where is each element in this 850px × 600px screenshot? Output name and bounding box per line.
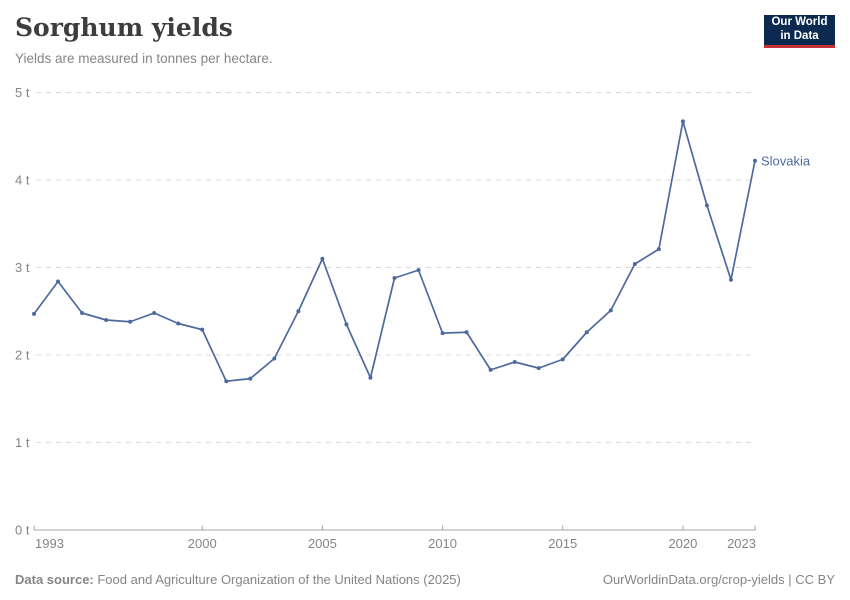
data-point[interactable]	[464, 330, 469, 335]
data-point[interactable]	[608, 308, 613, 313]
data-point[interactable]	[728, 277, 733, 282]
page-title: Sorghum yields	[15, 13, 233, 42]
data-point[interactable]	[80, 311, 85, 315]
chart-subtitle: Yields are measured in tonnes per hectar…	[15, 50, 273, 66]
data-point[interactable]	[32, 311, 36, 316]
x-axis-tick-label: 2010	[428, 536, 457, 551]
y-axis-tick-label: 0 t	[15, 523, 30, 538]
y-axis-tick-label: 2 t	[15, 348, 30, 363]
data-point[interactable]	[200, 327, 205, 332]
owid-logo-line1: Our World	[771, 16, 828, 29]
x-axis-tick-label: 2000	[188, 536, 217, 551]
data-point[interactable]	[128, 319, 133, 324]
x-axis-tick-label: 2005	[308, 536, 337, 551]
data-point[interactable]	[392, 276, 397, 280]
data-point[interactable]	[296, 309, 301, 314]
data-point[interactable]	[753, 158, 757, 163]
line-chart-canvas: 0 t 1 t 2 t 3 t 4 t 5 t 1993 2000 2005 2010 2015 20…	[15, 85, 811, 551]
y-axis-tick-label: 5 t	[15, 85, 30, 100]
data-point[interactable]	[440, 331, 445, 336]
owid-logo-line2: in Data	[780, 30, 819, 42]
data-source-note: Data source: Food and Agriculture Organi…	[15, 572, 461, 587]
series-line-slovakia[interactable]	[33, 120, 756, 383]
data-point[interactable]	[224, 379, 229, 384]
data-point[interactable]	[176, 321, 181, 326]
data-point[interactable]	[368, 375, 373, 380]
credit-link[interactable]: OurWorldinData.org/crop-yields | CC BY	[602, 572, 835, 587]
data-point[interactable]	[512, 360, 517, 364]
data-point[interactable]	[272, 356, 277, 361]
data-source-label: Data source:	[15, 572, 94, 587]
data-point[interactable]	[152, 311, 157, 315]
x-axis-tick-label: 1993	[35, 536, 64, 551]
data-point[interactable]	[104, 318, 109, 322]
data-point[interactable]	[56, 279, 61, 284]
data-point[interactable]	[584, 330, 589, 335]
x-axis-tick-label: 2023	[727, 536, 756, 551]
data-point[interactable]	[488, 367, 493, 372]
data-point[interactable]	[632, 262, 637, 266]
y-axis-tick-label: 3 t	[15, 260, 30, 275]
x-axis-tick-label: 2020	[668, 536, 697, 551]
data-point[interactable]	[320, 256, 325, 261]
data-point[interactable]	[416, 268, 421, 273]
data-point[interactable]	[536, 366, 541, 371]
x-axis-tick-label: 2015	[548, 536, 577, 551]
series-end-label[interactable]: Slovakia	[761, 153, 811, 168]
y-axis-tick-label: 4 t	[15, 173, 30, 188]
data-point[interactable]	[248, 376, 253, 381]
data-point[interactable]	[704, 203, 709, 208]
data-source-text: Food and Agriculture Organization of the…	[93, 572, 461, 587]
chart-header: Sorghum yields Yields are measured in to…	[15, 13, 835, 66]
y-axis-tick-label: 1 t	[15, 435, 30, 450]
owid-logo[interactable]: Our World in Data	[764, 15, 835, 48]
data-point[interactable]	[656, 247, 661, 252]
chart-footer: Data source: Food and Agriculture Organi…	[15, 572, 835, 587]
data-point[interactable]	[560, 357, 565, 362]
data-point[interactable]	[344, 322, 349, 327]
data-point[interactable]	[680, 119, 685, 124]
